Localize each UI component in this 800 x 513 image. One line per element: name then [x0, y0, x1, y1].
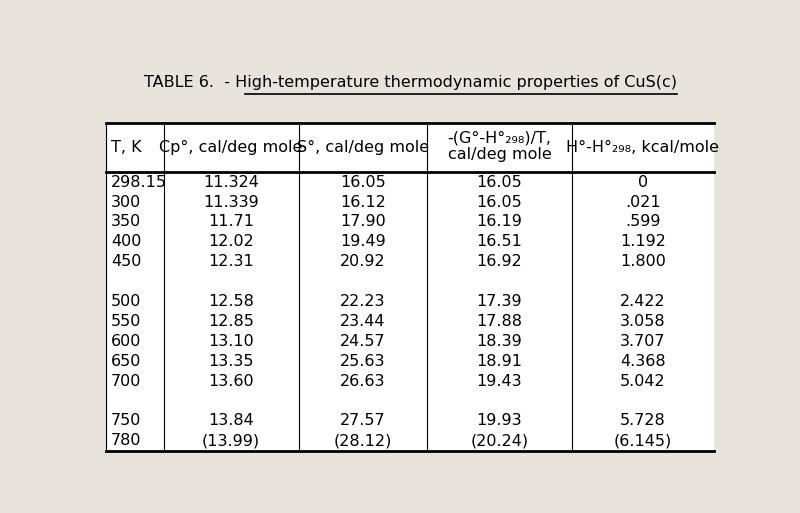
Text: 400: 400: [111, 234, 142, 249]
Text: 12.31: 12.31: [208, 254, 254, 269]
Text: -(G°-H°₂₉₈)/T,: -(G°-H°₂₉₈)/T,: [447, 130, 551, 145]
Text: 650: 650: [111, 353, 142, 369]
Text: 700: 700: [111, 373, 142, 388]
Text: 5.728: 5.728: [620, 413, 666, 428]
Text: 16.05: 16.05: [340, 174, 386, 190]
Text: 0: 0: [638, 174, 648, 190]
Text: 16.19: 16.19: [477, 214, 522, 229]
Text: 11.339: 11.339: [203, 194, 259, 209]
Bar: [106, 123, 714, 450]
Text: 12.85: 12.85: [208, 314, 254, 329]
Text: 350: 350: [111, 214, 142, 229]
Text: .599: .599: [625, 214, 661, 229]
Text: (28.12): (28.12): [334, 433, 392, 448]
Text: cal/deg mole: cal/deg mole: [447, 147, 551, 162]
Text: 17.88: 17.88: [477, 314, 522, 329]
Text: 26.63: 26.63: [340, 373, 386, 388]
Text: .021: .021: [625, 194, 661, 209]
Text: 450: 450: [111, 254, 142, 269]
Text: 550: 550: [111, 314, 142, 329]
Text: 13.35: 13.35: [208, 353, 254, 369]
Text: 3.707: 3.707: [620, 334, 666, 349]
Text: 17.39: 17.39: [477, 294, 522, 309]
Text: 19.49: 19.49: [340, 234, 386, 249]
Text: H°-H°₂₉₈, kcal/mole: H°-H°₂₉₈, kcal/mole: [566, 140, 719, 155]
Text: 27.57: 27.57: [340, 413, 386, 428]
Text: 16.12: 16.12: [340, 194, 386, 209]
Text: Cp°, cal/deg mole: Cp°, cal/deg mole: [159, 140, 302, 155]
Text: 298.15: 298.15: [111, 174, 167, 190]
Text: 17.90: 17.90: [340, 214, 386, 229]
Text: 750: 750: [111, 413, 142, 428]
Text: 24.57: 24.57: [340, 334, 386, 349]
Text: 780: 780: [111, 433, 142, 448]
Text: 13.10: 13.10: [208, 334, 254, 349]
Text: 16.05: 16.05: [477, 174, 522, 190]
Text: TABLE 6.  - High-temperature thermodynamic properties of CuS(c): TABLE 6. - High-temperature thermodynami…: [143, 75, 677, 90]
Text: 13.84: 13.84: [208, 413, 254, 428]
Text: 500: 500: [111, 294, 142, 309]
Text: 22.23: 22.23: [340, 294, 386, 309]
Text: 1.800: 1.800: [620, 254, 666, 269]
Text: 1.192: 1.192: [620, 234, 666, 249]
Text: 20.92: 20.92: [340, 254, 386, 269]
Text: 5.042: 5.042: [620, 373, 666, 388]
Text: (13.99): (13.99): [202, 433, 260, 448]
Text: 11.324: 11.324: [203, 174, 259, 190]
Text: 3.058: 3.058: [620, 314, 666, 329]
Text: 16.51: 16.51: [477, 234, 522, 249]
Text: 12.02: 12.02: [208, 234, 254, 249]
Text: 12.58: 12.58: [208, 294, 254, 309]
Text: 600: 600: [111, 334, 142, 349]
Text: 13.60: 13.60: [208, 373, 254, 388]
Text: T, K: T, K: [111, 140, 142, 155]
Text: 19.43: 19.43: [477, 373, 522, 388]
Text: 11.71: 11.71: [208, 214, 254, 229]
Text: 16.05: 16.05: [477, 194, 522, 209]
Text: 25.63: 25.63: [340, 353, 386, 369]
Text: S°, cal/deg mole: S°, cal/deg mole: [297, 140, 429, 155]
Text: 16.92: 16.92: [477, 254, 522, 269]
Text: 19.93: 19.93: [477, 413, 522, 428]
Text: 18.91: 18.91: [477, 353, 522, 369]
Text: 23.44: 23.44: [340, 314, 386, 329]
Text: 300: 300: [111, 194, 142, 209]
Text: (20.24): (20.24): [470, 433, 529, 448]
Text: 18.39: 18.39: [477, 334, 522, 349]
Text: 2.422: 2.422: [620, 294, 666, 309]
Text: 4.368: 4.368: [620, 353, 666, 369]
Text: (6.145): (6.145): [614, 433, 672, 448]
